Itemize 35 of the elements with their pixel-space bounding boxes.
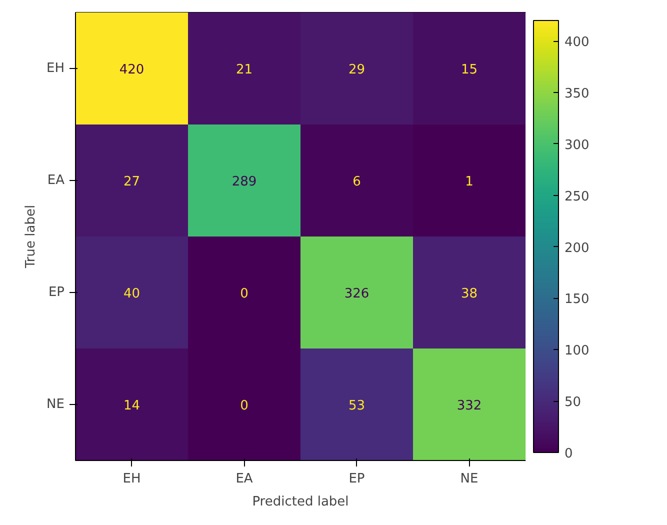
color-bar-label: 100 — [564, 344, 590, 359]
data-label: 326 — [344, 286, 370, 302]
y-tick-label: EH — [46, 61, 65, 76]
data-label: 6 — [352, 174, 361, 190]
x-tick-label: EA — [236, 472, 253, 486]
data-label: 332 — [456, 398, 482, 414]
x-tick-label: EP — [348, 472, 365, 486]
y-tick-label: NE — [46, 397, 65, 412]
data-label: 40 — [123, 286, 140, 302]
color-bar-label: 0 — [564, 446, 573, 462]
data-label: 53 — [348, 398, 366, 414]
x-tick-label: EH — [122, 472, 141, 486]
data-label: 14 — [123, 398, 140, 414]
data-label: 0 — [240, 286, 248, 302]
data-label: 0 — [240, 398, 248, 414]
color-bar-label: 250 — [564, 189, 590, 204]
data-label: 1 — [465, 174, 474, 190]
color-bar-label: 200 — [564, 240, 590, 256]
data-label: 38 — [460, 286, 478, 302]
color-bar-label: 300 — [564, 138, 590, 153]
data-label: 27 — [123, 174, 140, 190]
data-label: 21 — [236, 62, 253, 78]
color-bar-label: 350 — [564, 86, 590, 102]
data-label: 29 — [348, 62, 366, 78]
color-bar-label: 150 — [564, 292, 590, 308]
x-tick-label: NE — [460, 472, 478, 486]
data-label: 289 — [232, 174, 257, 190]
y-tick-label: EA — [47, 173, 65, 188]
y-tick-label: EP — [48, 285, 65, 300]
x-axis-title: Predicted label — [252, 494, 349, 510]
data-label: 15 — [460, 62, 478, 78]
color-bar-label: 400 — [564, 35, 590, 50]
color-bar-label: 50 — [564, 395, 582, 410]
y-axis-title: True label — [24, 204, 39, 270]
data-label: 420 — [119, 62, 144, 78]
